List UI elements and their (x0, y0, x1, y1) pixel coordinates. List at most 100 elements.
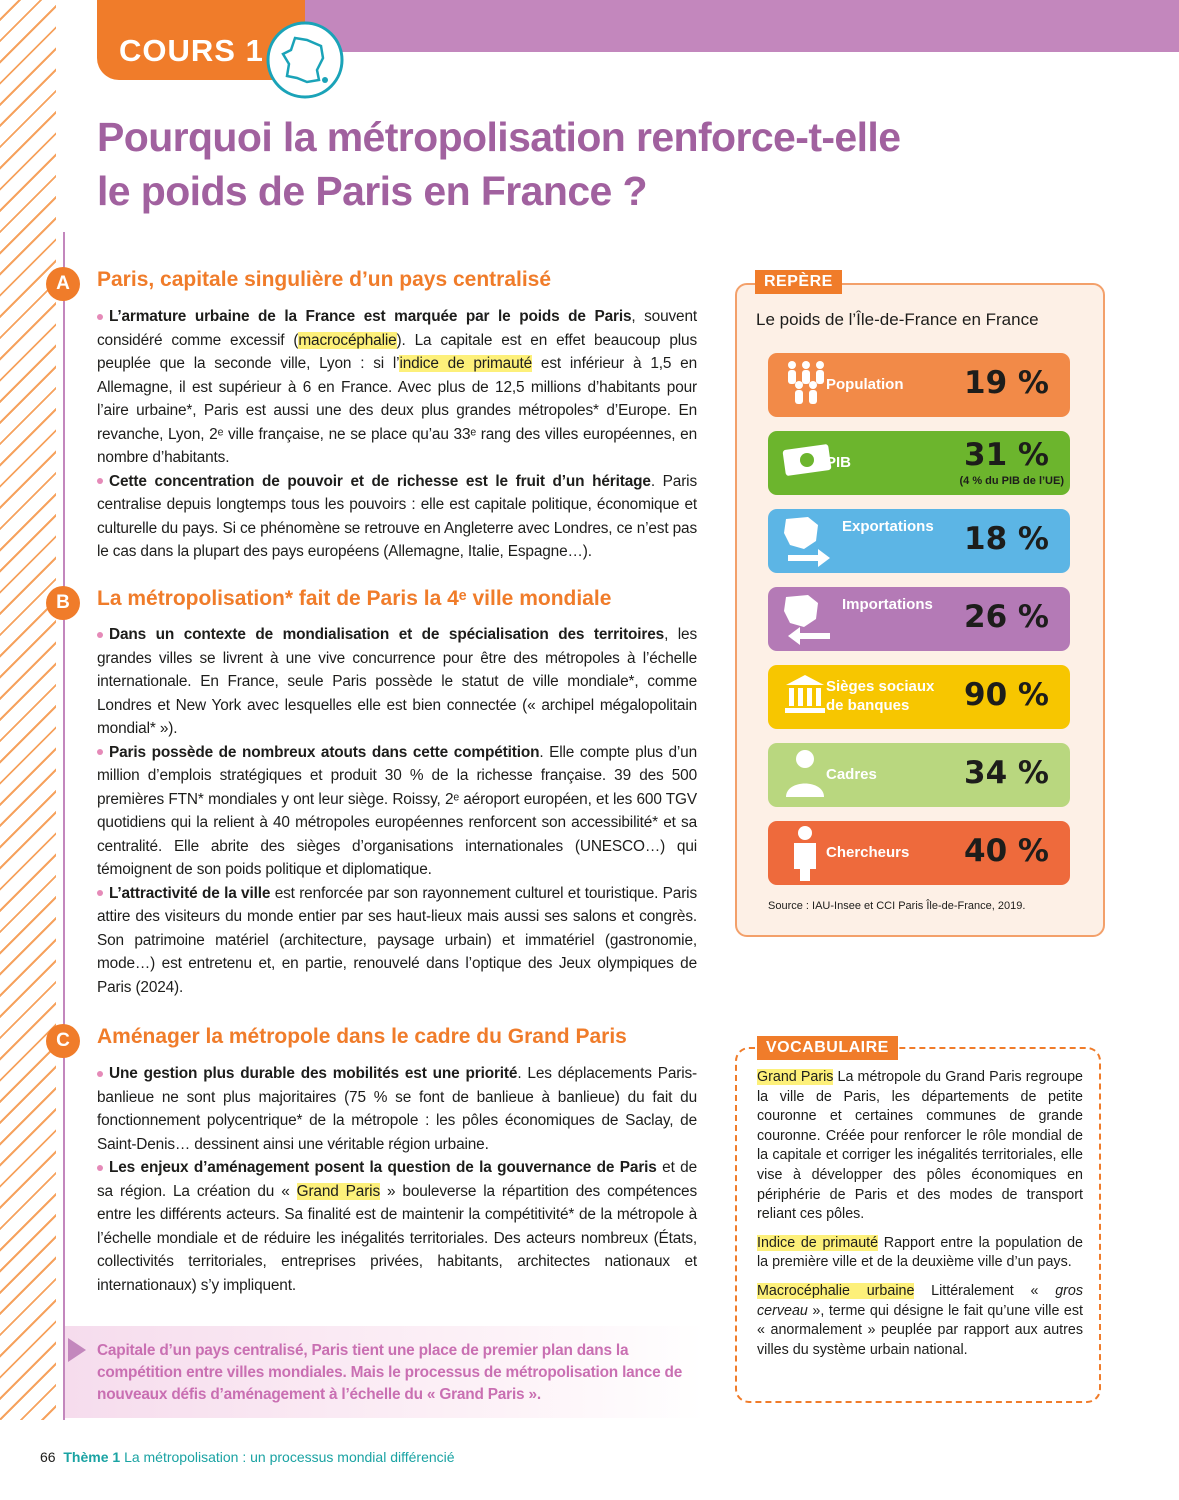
indicator-card: Population 19 % (768, 353, 1070, 417)
card-label: PIB (826, 454, 852, 471)
section-letter: C (46, 1024, 80, 1058)
top-bar (305, 0, 1179, 52)
indicator-card: Exportations 18 % (768, 509, 1070, 573)
card-note: (4 % du PIB de l’UE) (959, 475, 1064, 487)
card-icon (786, 750, 824, 797)
indicator-card: Sièges sociaux de banques 90 % (768, 665, 1070, 729)
bullet (97, 749, 103, 756)
card-icon (782, 444, 832, 476)
vocab-list: Grand Paris La métropole du Grand Paris … (757, 1068, 1083, 1369)
theme-title: La métropolisation : un processus mondia… (124, 1449, 455, 1465)
text-run: . Les déplacements Paris-banlieue ne son… (97, 1065, 697, 1153)
section-heading: Paris, capitale singulière d’un pays cen… (97, 268, 552, 291)
card-label: Cadres (826, 766, 877, 783)
section-heading: La métropolisation* fait de Paris la 4ᵉ … (97, 587, 612, 610)
text-run: Littéralement « (914, 1282, 1056, 1299)
text-run: gros cerveau (757, 1282, 1083, 1319)
section-body: Dans un contexte de mondialisation et de… (97, 623, 697, 999)
vocab-entry: Grand Paris La métropole du Grand Paris … (757, 1068, 1083, 1225)
card-icon (784, 517, 830, 567)
paragraph: Une gestion plus durable des mobilités e… (97, 1062, 697, 1156)
text-run: Une gestion plus durable des mobilités e… (109, 1065, 518, 1082)
theme: Thème 1 (63, 1449, 121, 1465)
section-letter: B (46, 586, 80, 620)
vocab-entry: Indice de primauté Rapport entre la popu… (757, 1234, 1083, 1273)
text-run: est renforcée par son rayonnement cultur… (97, 884, 697, 996)
card-label: Chercheurs (826, 844, 910, 861)
section-letter: A (46, 267, 80, 301)
bullet (97, 1164, 103, 1171)
conclusion: Capitale d’un pays centralisé, Paris tie… (97, 1342, 683, 1403)
text-run: Dans un contexte de mondialisation et de… (109, 626, 665, 643)
text-run: . Elle compte plus d’un million d’emploi… (97, 743, 697, 879)
card-value: 90 % (964, 677, 1049, 713)
margin-line (63, 232, 65, 1420)
paragraph: L’armature urbaine de la France est marq… (97, 305, 697, 470)
card-icon (794, 826, 816, 881)
card-value: 34 % (964, 755, 1049, 791)
text-run: , souvent considéré comme excessif ( (97, 308, 697, 349)
page-title: Pourquoi la métropolisation renforce-t-e… (97, 110, 1097, 218)
card-value: 31 % (964, 437, 1049, 473)
indicator-card: Importations 26 % (768, 587, 1070, 651)
text-run: La métropole du Grand Paris regroupe la … (757, 1069, 1083, 1223)
title-line: le poids de Paris en France ? (97, 168, 648, 214)
conclusion-arrow (68, 1338, 86, 1362)
vocab-tab: VOCABULAIRE (757, 1036, 898, 1060)
text-run: Macrocéphalie urbaine (757, 1282, 915, 1299)
text-run: Paris possède de nombreux atouts dans ce… (109, 743, 540, 761)
text-run: Rapport entre la population de la premiè… (757, 1234, 1084, 1271)
bullet (97, 890, 103, 897)
paragraph: Dans un contexte de mondialisation et de… (97, 623, 697, 741)
text-run: ). La capitale est en effet beaucoup plu… (97, 331, 698, 373)
vocab-box (735, 1047, 1101, 1403)
bullet (97, 313, 103, 320)
text-run: Cette concentration de pouvoir et de ric… (109, 472, 651, 490)
decor-stripes (0, 0, 56, 1420)
text-run: indice de primauté (399, 355, 533, 372)
card-label: Exportations (842, 518, 934, 535)
vocab-entry: Macrocéphalie urbaine Littéralement « gr… (757, 1282, 1083, 1360)
text-run: Les enjeux d’aménagement posent la quest… (109, 1159, 657, 1176)
text-run: , les grandes villes se livrent à une vi… (97, 626, 697, 737)
card-value: 19 % (964, 365, 1049, 401)
text-run: macrocéphalie (298, 331, 397, 349)
indicator-card: Chercheurs 40 % (768, 821, 1070, 885)
paragraph: Les enjeux d’aménagement posent la quest… (97, 1156, 697, 1297)
text-run: Grand Paris (757, 1069, 834, 1085)
text-run: L’armature urbaine de la France est marq… (109, 308, 632, 325)
repere-subtitle: Le poids de l’Île-de-France en France (756, 310, 1039, 329)
text-run: . Paris centralise depuis longtemps tous… (97, 472, 697, 561)
bullet (97, 631, 103, 638)
text-run: » bouleverse la répartition des compéten… (97, 1182, 697, 1294)
card-value: 18 % (964, 521, 1049, 557)
text-run: et de sa région. La création du « (97, 1159, 698, 1200)
page-number: 66 (40, 1449, 56, 1465)
course-tab: COURS 1 (97, 0, 305, 80)
indicator-card: PIB 31 % (4 % du PIB de l’UE) (768, 431, 1070, 495)
card-label: Importations (842, 596, 933, 613)
conclusion-bg (65, 1326, 705, 1418)
text-run: est inférieur à 1,5 en Allemagne, il est… (97, 355, 697, 466)
footer: 66 Thème 1 La métropolisation : un proce… (40, 1449, 455, 1465)
bullet (97, 478, 103, 485)
text-run: L’attractivité de la ville (109, 884, 271, 902)
title-line: Pourquoi la métropolisation renforce-t-e… (97, 114, 901, 160)
text-run: », terme qui désigne le fait qu’une vill… (757, 1302, 1083, 1358)
bullet (97, 1070, 103, 1077)
card-icon (788, 361, 824, 404)
source: Source : IAU-Insee et CCI Paris Île-de-F… (768, 900, 1026, 912)
section-body: L’armature urbaine de la France est marq… (97, 305, 697, 564)
section-heading: Aménager la métropole dans le cadre du G… (97, 1025, 627, 1048)
repere-tab: REPÈRE (755, 270, 842, 294)
card-label: Sièges sociaux de banques (826, 678, 935, 714)
section-body: Une gestion plus durable des mobilités e… (97, 1062, 697, 1297)
text-run: Grand Paris (296, 1182, 380, 1200)
card-value: 26 % (964, 599, 1049, 635)
paragraph: Paris possède de nombreux atouts dans ce… (97, 741, 697, 882)
france-icon (266, 21, 344, 99)
paragraph: L’attractivité de la ville est renforcée… (97, 882, 697, 1000)
card-icon (785, 675, 825, 713)
card-value: 40 % (964, 833, 1049, 869)
card-icon (784, 595, 830, 645)
